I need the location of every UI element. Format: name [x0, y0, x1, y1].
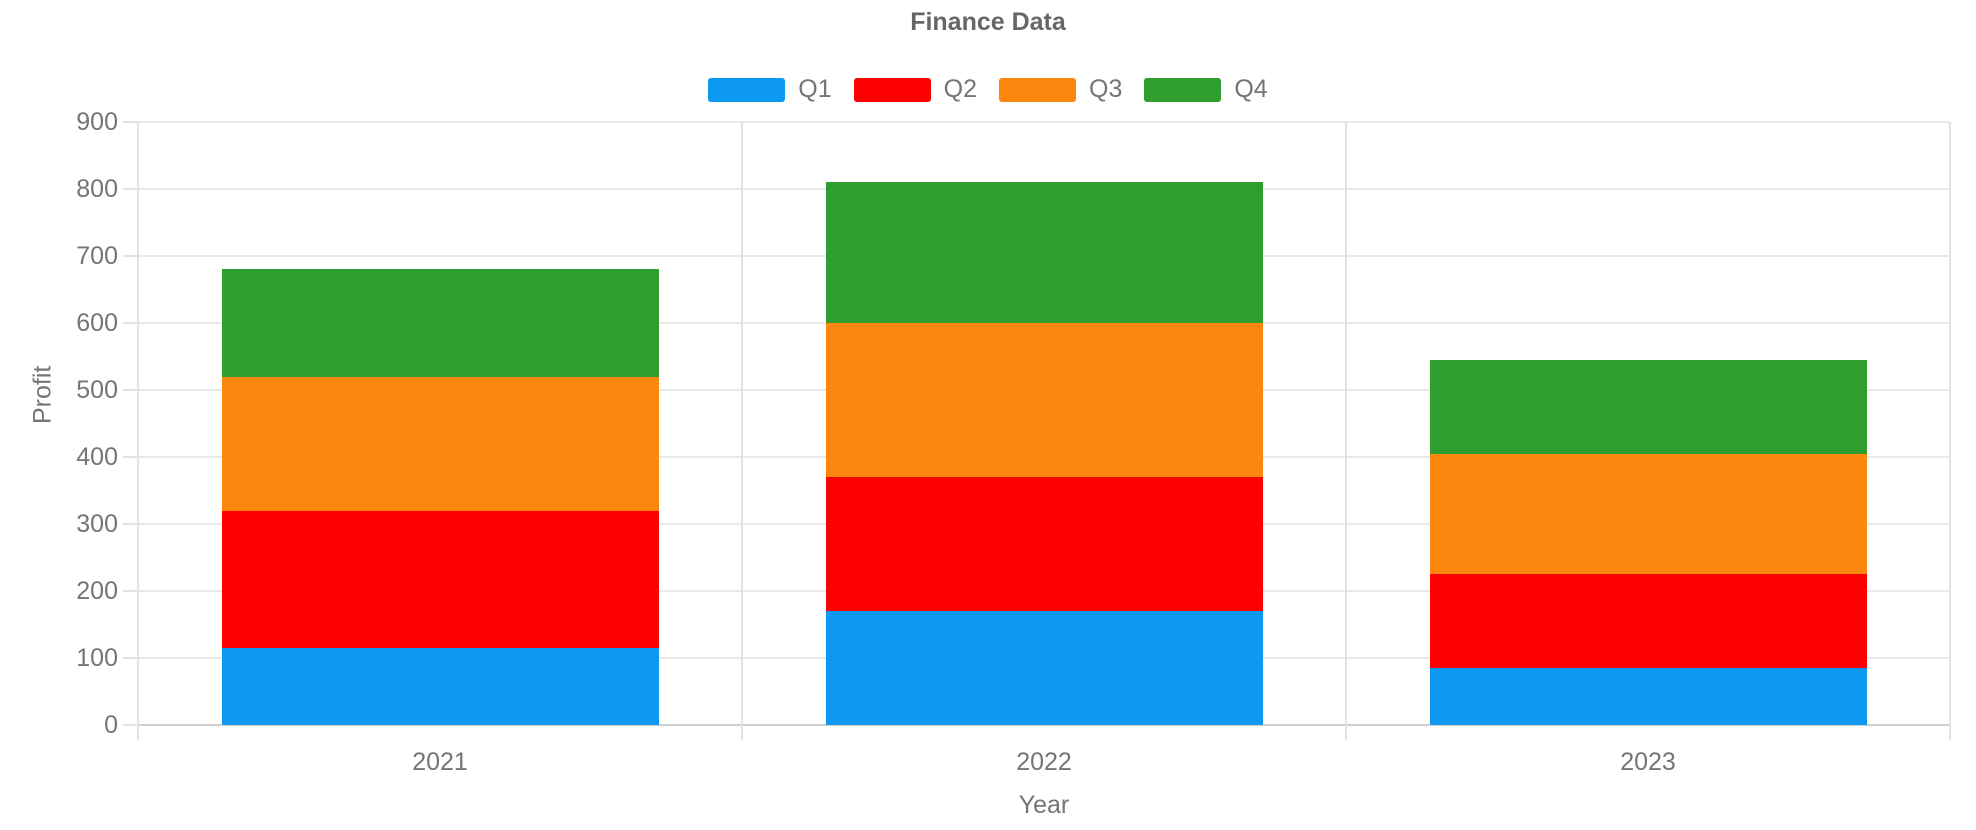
x-tick-label-2021: 2021 [412, 748, 468, 776]
legend-swatch-q4 [1144, 77, 1222, 102]
y-tick-mark [123, 255, 138, 257]
y-tick-label: 900 [76, 107, 118, 136]
y-tick-mark [123, 724, 138, 726]
y-tick-mark [123, 121, 138, 123]
gridline-0 [138, 724, 1950, 726]
x-axis-tick-labels: 2021 2022 2023 [138, 750, 1950, 775]
gridline-900 [138, 121, 1950, 123]
legend-label: Q2 [943, 75, 977, 103]
y-tick-label: 0 [104, 710, 118, 739]
gridline-600 [138, 322, 1950, 324]
y-tick-label: 700 [76, 241, 118, 270]
legend-swatch-q2 [853, 77, 931, 102]
category-separator [1345, 122, 1347, 740]
legend-label: Q4 [1234, 75, 1268, 103]
y-tick-label: 300 [76, 509, 118, 538]
legend-swatch-q1 [708, 77, 786, 102]
y-tick-label: 800 [76, 174, 118, 203]
x-axis-title: Year [1018, 791, 1070, 819]
chart-title: Finance Data [910, 8, 1066, 36]
bar-segment-q3-2021[interactable] [221, 376, 659, 511]
legend-swatch-q3 [999, 77, 1076, 102]
y-tick-mark [123, 322, 138, 324]
legend-item-q2[interactable]: Q2 [853, 75, 977, 103]
bar-segment-q1-2021[interactable] [221, 647, 659, 725]
y-tick-mark [123, 188, 138, 190]
bar-segment-q3-2023[interactable] [1429, 453, 1867, 575]
bar-segment-q4-2023[interactable] [1429, 359, 1867, 454]
legend-label: Q3 [1089, 75, 1123, 103]
bar-2021 [221, 122, 659, 725]
y-tick-label: 500 [76, 375, 118, 404]
y-tick-mark [123, 456, 138, 458]
y-tick-label: 200 [76, 576, 118, 605]
category-separator [1949, 122, 1951, 740]
bar-segment-q3-2022[interactable] [825, 323, 1263, 478]
bar-2023 [1429, 122, 1867, 725]
legend-item-q1[interactable]: Q1 [708, 75, 832, 103]
category-separator [741, 122, 743, 740]
bar-2022 [825, 122, 1263, 725]
x-tick-label-2022: 2022 [1016, 748, 1072, 776]
bar-segment-q4-2021[interactable] [221, 269, 659, 377]
legend-label: Q1 [798, 75, 832, 103]
y-tick-label: 400 [76, 442, 118, 471]
bar-segment-q1-2023[interactable] [1429, 668, 1867, 725]
y-tick-label: 600 [76, 308, 118, 337]
y-tick-mark [123, 389, 138, 391]
legend-item-q3[interactable]: Q3 [999, 77, 1122, 102]
y-tick-mark [123, 657, 138, 659]
bar-segment-q4-2022[interactable] [825, 182, 1263, 323]
bar-segment-q2-2023[interactable] [1429, 574, 1867, 669]
plot-area [123, 121, 1951, 740]
y-tick-mark [123, 590, 138, 592]
y-tick-mark [123, 523, 138, 525]
y-axis-tick-labels: 0 100 200 300 400 500 600 700 800 900 [0, 109, 118, 737]
x-tick-label-2023: 2023 [1620, 748, 1676, 776]
y-axis-line [137, 122, 139, 740]
legend: Q1 Q2 Q3 Q4 [0, 77, 1976, 102]
bar-segment-q1-2022[interactable] [825, 611, 1263, 725]
legend-item-q4[interactable]: Q4 [1144, 75, 1268, 103]
bar-segment-q2-2021[interactable] [221, 510, 659, 648]
y-tick-label: 100 [76, 643, 118, 672]
bar-segment-q2-2022[interactable] [825, 477, 1263, 612]
